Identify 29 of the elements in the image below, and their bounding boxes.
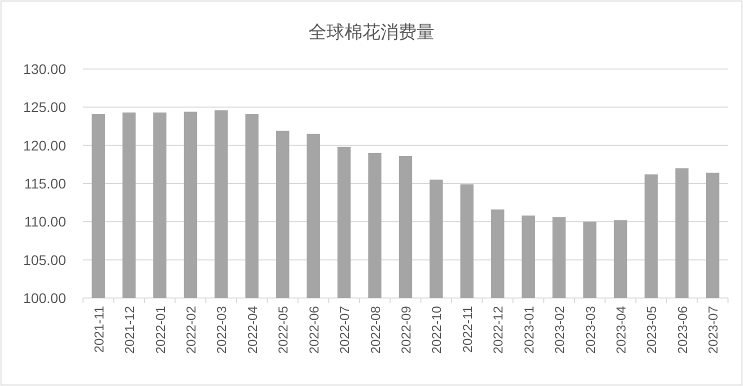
x-tick-label: 2022-07 [337, 306, 352, 354]
x-tick-label: 2022-08 [368, 306, 383, 354]
x-tick-label: 2021-11 [91, 306, 106, 353]
x-tick-label: 2021-12 [122, 306, 138, 354]
x-tick-label: 2023-07 [706, 306, 721, 354]
y-tick-label: 130.00 [23, 61, 66, 77]
x-tick-label: 2022-12 [490, 306, 506, 354]
x-tick-label: 2023-02 [552, 306, 568, 354]
x-tick-label: 2022-02 [184, 306, 198, 354]
x-tick-label: 2022-11 [460, 306, 475, 353]
y-tick-label: 120.00 [23, 137, 66, 154]
x-tick-label: 2022-05 [276, 306, 291, 354]
x-tick-label: 2022-01 [152, 306, 168, 354]
y-tick-label: 100.00 [23, 290, 66, 306]
x-tick-label: 2023-04 [614, 306, 628, 354]
x-tick-label: 2022-09 [398, 306, 414, 354]
y-tick-label: 115.00 [24, 176, 66, 192]
chart-title: 全球棉花消费量 [308, 22, 434, 42]
y-tick-label: 125.00 [23, 99, 66, 116]
x-tick-label: 2023-05 [644, 306, 660, 354]
x-tick-label: 2023-06 [674, 306, 690, 354]
x-tick-label: 2022-03 [214, 306, 230, 354]
y-tick-label: 105.00 [23, 252, 66, 268]
x-tick-label: 2023-01 [521, 306, 536, 354]
y-tick-label: 110.00 [24, 214, 66, 230]
x-tick-label: 2022-04 [244, 306, 260, 354]
x-tick-label: 2023-03 [582, 306, 598, 354]
x-tick-label: 2022-06 [306, 306, 322, 354]
x-tick-label: 2022-10 [429, 306, 444, 354]
